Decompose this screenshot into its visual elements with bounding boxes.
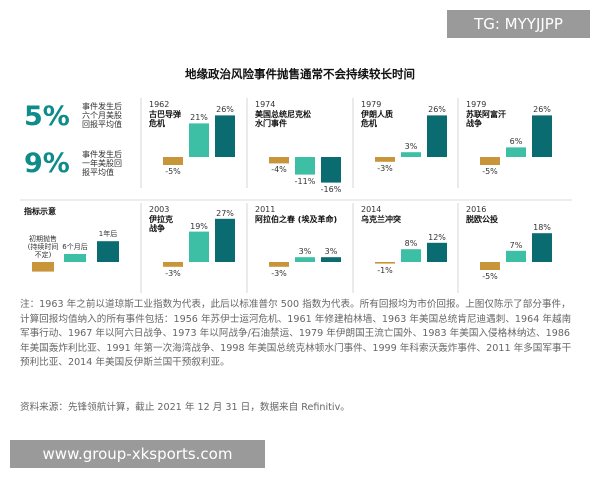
value-label: 3% xyxy=(298,247,312,257)
value-label: 3% xyxy=(324,247,338,257)
category-label: 6个月后 xyxy=(62,243,88,251)
watermark: TG: MYYJJPP xyxy=(447,10,590,38)
value-label: 19% xyxy=(190,221,208,231)
bar xyxy=(532,233,552,262)
bar xyxy=(427,242,447,262)
notes: 注：1963 年之前以道琼斯工业指数为代表，此后以标准普尔 500 指数为代表。… xyxy=(20,299,572,368)
summary-value: 5% xyxy=(24,101,70,132)
bar xyxy=(401,152,421,157)
value-label: -11% xyxy=(294,176,316,186)
bar xyxy=(427,115,447,157)
bar xyxy=(32,262,54,272)
panel-event: 伊拉克 战争 xyxy=(149,215,173,233)
bar xyxy=(480,157,500,165)
panel-event: 乌克兰冲突 xyxy=(361,215,401,224)
legend-title: 指标示意 xyxy=(24,207,56,216)
bar xyxy=(321,157,341,183)
value-label: 3% xyxy=(404,142,418,152)
value-label: 26% xyxy=(428,105,446,115)
value-label: -3% xyxy=(377,163,393,173)
bar xyxy=(269,157,289,164)
bar xyxy=(480,262,500,270)
value-label: -5% xyxy=(165,167,181,176)
value-label: -3% xyxy=(165,268,181,278)
value-label: -3% xyxy=(271,268,287,278)
panel-year: 2014 xyxy=(361,205,382,214)
value-label: -4% xyxy=(271,165,287,175)
value-label: -1% xyxy=(377,265,393,275)
panel-year: 2011 xyxy=(255,205,276,214)
bar xyxy=(321,257,341,262)
summary-label: 事件发生后 一年美股回 报平均值 xyxy=(82,150,122,177)
bar xyxy=(375,262,395,264)
panel-year: 2003 xyxy=(149,205,170,214)
value-label: -16% xyxy=(320,184,342,194)
panel-event: 美国总统尼克松 水门事件 xyxy=(255,110,311,128)
bar xyxy=(506,250,526,262)
panel-year: 1979 xyxy=(361,100,382,109)
summary-label: 事件发生后 六个月美股 回报平均值 xyxy=(82,102,122,129)
panel-year: 1974 xyxy=(255,100,276,109)
panel-event: 古巴导弹 危机 xyxy=(149,110,181,128)
summary-value: 9% xyxy=(24,148,70,179)
value-label: 26% xyxy=(216,105,234,115)
bar xyxy=(295,157,315,175)
panel-year: 1962 xyxy=(149,100,170,109)
value-label: 27% xyxy=(216,208,234,218)
bar xyxy=(163,262,183,267)
bar xyxy=(295,257,315,262)
value-label: 21% xyxy=(190,113,208,123)
bar xyxy=(215,218,235,262)
bar xyxy=(215,115,235,157)
value-label: 8% xyxy=(404,239,418,249)
source: 资料来源：先锋领航计算，截止 2021 年 12 月 31 日，数据来自 Ref… xyxy=(20,402,350,413)
panel-event: 脱欧公投 xyxy=(466,215,498,224)
value-label: 7% xyxy=(509,240,523,250)
value-label: 12% xyxy=(428,232,446,242)
value-label: 6% xyxy=(509,137,523,147)
bar xyxy=(64,254,86,262)
value-label: 18% xyxy=(533,223,551,233)
panel-event: 伊朗人质 危机 xyxy=(361,110,393,128)
chart-title: 地缘政治风险事件抛售通常不会持续较长时间 xyxy=(185,67,415,81)
bar xyxy=(401,249,421,262)
watermark: www.group-xksports.com xyxy=(10,440,265,468)
bar xyxy=(189,123,209,157)
panel-year: 2016 xyxy=(466,205,487,214)
panel-event: 苏联阿富汗 战争 xyxy=(466,110,506,128)
bar xyxy=(269,262,289,267)
value-label: 26% xyxy=(533,105,551,115)
bar xyxy=(163,157,183,165)
panel-event: 阿拉伯之春 (埃及革命) xyxy=(255,215,338,224)
category-label: 初期抛售 (持续时间 不定) xyxy=(27,235,59,259)
bar xyxy=(532,115,552,157)
bar xyxy=(375,157,395,162)
bar xyxy=(506,147,526,157)
category-label: 1年后 xyxy=(98,230,118,239)
bar xyxy=(97,241,119,262)
value-label: -5% xyxy=(482,272,498,281)
panel-year: 1979 xyxy=(466,100,487,109)
value-label: -5% xyxy=(482,167,498,176)
bar xyxy=(189,231,209,262)
